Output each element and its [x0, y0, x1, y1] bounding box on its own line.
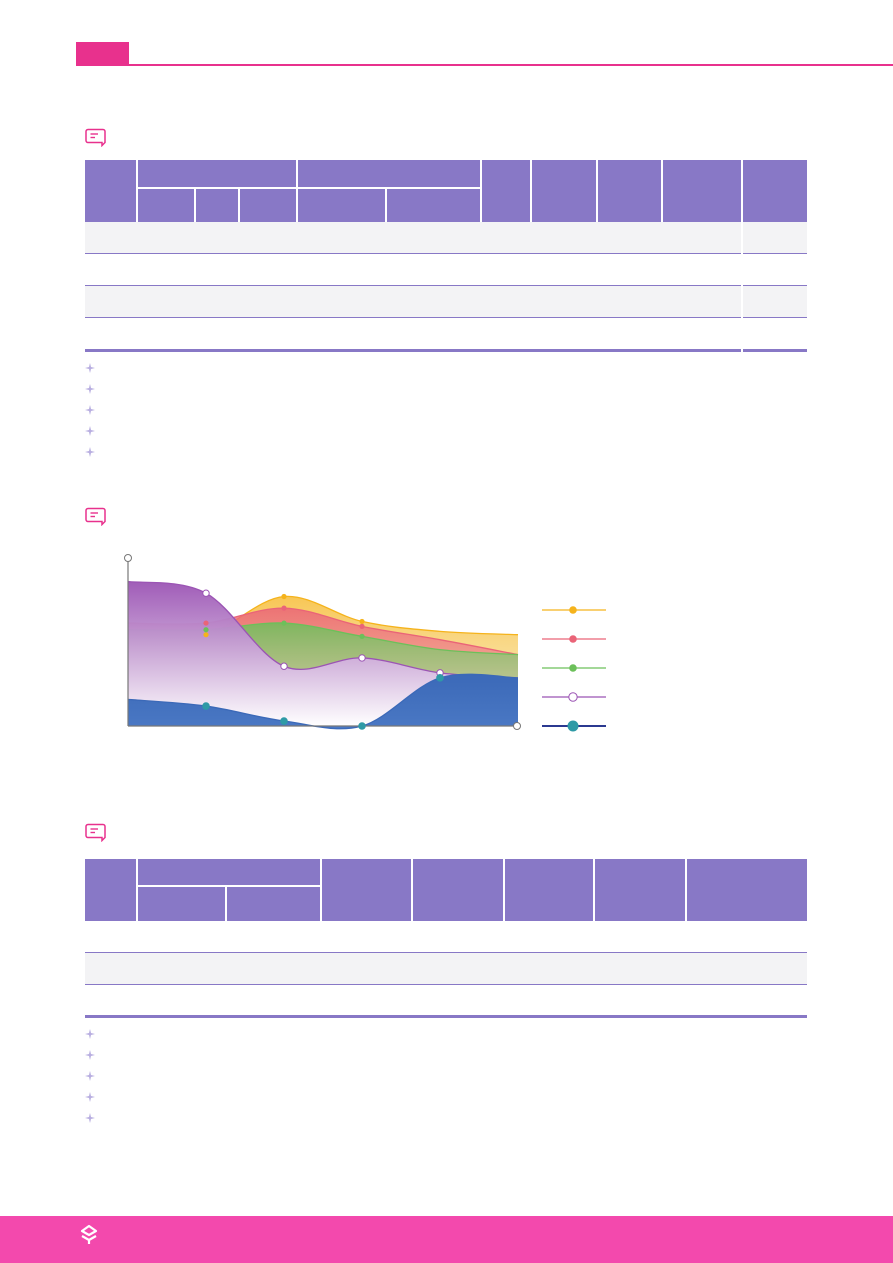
series-line-4: [127, 673, 519, 730]
notes-1: [85, 357, 807, 462]
table-1-header-sub: [240, 189, 296, 222]
sparkle-icon: [85, 1112, 95, 1123]
table-1-header-sub: [387, 189, 480, 222]
table-row: [85, 953, 807, 985]
axis-end-marker: [124, 554, 132, 562]
sparkle-icon: [85, 404, 95, 415]
sparkle-icon: [85, 383, 95, 394]
table-2-header-group: [138, 859, 320, 885]
sparkle-icon: [85, 1070, 95, 1081]
table-2-header-cell: [413, 859, 503, 921]
header-rule: [76, 64, 893, 66]
list-item: [85, 1065, 807, 1086]
legend-marker-0: [569, 606, 577, 614]
table-1-header-sub: [138, 189, 194, 222]
table-row: [85, 286, 807, 318]
data-point: [280, 662, 288, 670]
data-point: [202, 589, 210, 597]
table-2: [85, 859, 807, 1018]
table-1-header-group: [138, 160, 296, 187]
chat-bubble-icon: [85, 823, 106, 842]
data-point: [359, 633, 365, 639]
list-item: [85, 1107, 807, 1128]
data-point: [281, 620, 287, 626]
table-1-header-cell: [663, 160, 741, 222]
table-1: [85, 160, 807, 352]
header-tab: [76, 42, 129, 66]
data-point: [359, 618, 365, 625]
table-2-header-cell: [505, 859, 593, 921]
axis-end-marker: [513, 722, 521, 730]
list-item: [85, 357, 807, 378]
list-item: [85, 378, 807, 399]
table-row: [85, 318, 807, 352]
table-1-header-cell: [532, 160, 596, 222]
table-1-header-group: [298, 160, 480, 187]
data-point: [203, 620, 209, 626]
table-row: [85, 222, 807, 254]
legend-marker-1: [569, 635, 577, 643]
data-point: [280, 717, 288, 725]
list-item: [85, 1044, 807, 1065]
sparkle-icon: [85, 425, 95, 436]
table-1-header-cell: [85, 160, 136, 222]
sparkle-icon: [85, 1028, 95, 1039]
data-point: [203, 627, 209, 633]
legend-marker-4: [567, 720, 579, 732]
list-item: [85, 1023, 807, 1044]
data-point: [281, 593, 287, 600]
table-2-header-cell: [322, 859, 411, 921]
table-2-header-cell: [595, 859, 685, 921]
table-1-header-cell: [598, 160, 661, 222]
list-item: [85, 420, 807, 441]
area-chart: [124, 554, 606, 732]
data-point: [359, 623, 365, 629]
data-point: [358, 722, 366, 730]
sparkle-icon: [85, 1049, 95, 1060]
table-2-header-sub: [138, 887, 225, 921]
table-1-header-sub: [196, 189, 238, 222]
column-divider: [741, 222, 743, 352]
data-point: [281, 605, 287, 611]
footer-bar: [0, 1216, 893, 1263]
list-item: [85, 399, 807, 420]
table-row: [85, 921, 807, 953]
sparkle-icon: [85, 446, 95, 457]
data-point: [358, 654, 366, 662]
table-row: [85, 985, 807, 1018]
table-row: [85, 254, 807, 286]
data-point: [203, 632, 209, 638]
table-1-header-cell: [482, 160, 530, 222]
data-point: [202, 702, 210, 710]
sparkle-icon: [85, 362, 95, 373]
sparkle-icon: [85, 1091, 95, 1102]
list-item: [85, 441, 807, 462]
brand-logo-icon: [80, 1224, 98, 1244]
notes-2: [85, 1023, 807, 1128]
list-item: [85, 1086, 807, 1107]
chat-bubble-icon: [85, 128, 106, 147]
table-1-header-sub: [298, 189, 385, 222]
table-2-header-cell: [687, 859, 807, 921]
legend-marker-3: [568, 692, 578, 702]
legend-marker-2: [569, 664, 577, 672]
table-2-header-cell: [85, 859, 136, 921]
table-1-header-cell: [743, 160, 807, 222]
data-point: [436, 674, 444, 682]
table-2-header-sub: [227, 887, 320, 921]
chat-bubble-icon: [85, 507, 106, 526]
